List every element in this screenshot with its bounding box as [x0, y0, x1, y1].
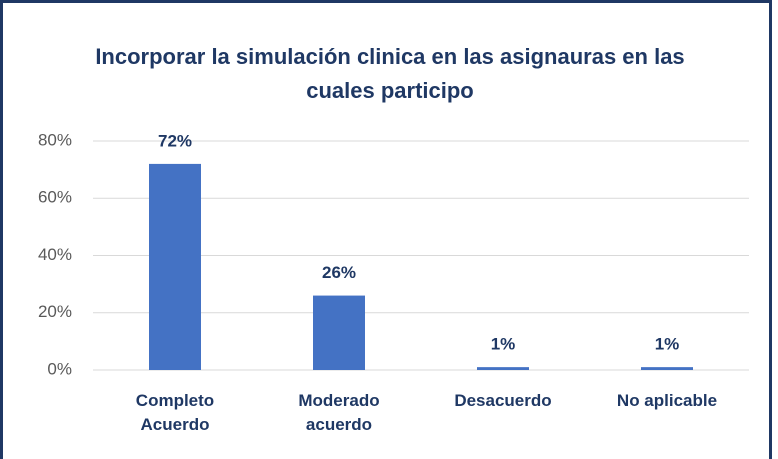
data-label: 1%: [491, 335, 516, 354]
bar: [149, 163, 201, 370]
y-tick-label: 60%: [38, 188, 72, 207]
x-tick-label: Desacuerdo: [454, 391, 552, 410]
bar: [477, 367, 529, 370]
chart-title: Incorporar la simulación clinica en las …: [95, 44, 685, 103]
y-tick-label: 80%: [38, 130, 72, 149]
y-tick-label: 40%: [38, 245, 72, 264]
data-label: 72%: [158, 131, 192, 150]
bar: [313, 295, 365, 370]
x-tick-label: Completo Acuerdo: [135, 391, 215, 434]
x-tick-label: No aplicable: [616, 391, 718, 410]
bar: [641, 367, 693, 370]
y-tick-label: 20%: [38, 302, 72, 321]
y-tick-label: 0%: [47, 359, 72, 378]
data-label: 26%: [322, 263, 356, 282]
data-label: 1%: [655, 335, 680, 354]
x-tick-label: Moderado acuerdo: [298, 391, 380, 434]
